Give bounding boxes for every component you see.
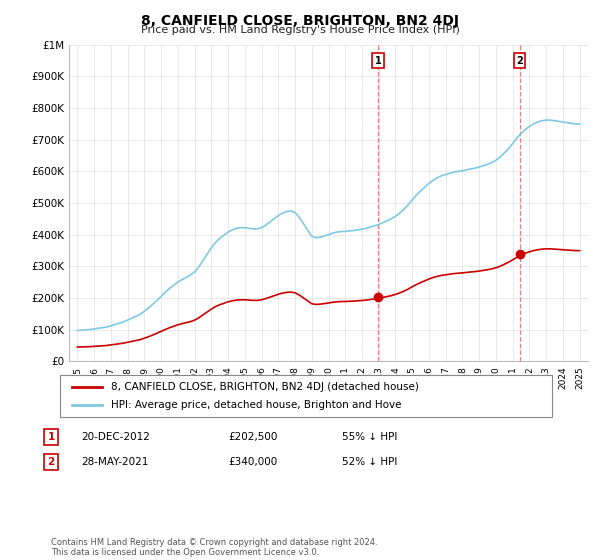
Text: £202,500: £202,500 [228, 432, 277, 442]
Text: 1: 1 [47, 432, 55, 442]
Text: 2: 2 [516, 56, 523, 66]
Text: Price paid vs. HM Land Registry's House Price Index (HPI): Price paid vs. HM Land Registry's House … [140, 25, 460, 35]
Text: 2: 2 [47, 457, 55, 467]
Text: 20-DEC-2012: 20-DEC-2012 [81, 432, 150, 442]
Text: HPI: Average price, detached house, Brighton and Hove: HPI: Average price, detached house, Brig… [111, 400, 401, 410]
Text: 52% ↓ HPI: 52% ↓ HPI [342, 457, 397, 467]
Text: 8, CANFIELD CLOSE, BRIGHTON, BN2 4DJ (detached house): 8, CANFIELD CLOSE, BRIGHTON, BN2 4DJ (de… [111, 382, 419, 392]
Text: 28-MAY-2021: 28-MAY-2021 [81, 457, 148, 467]
Text: £340,000: £340,000 [228, 457, 277, 467]
Text: 1: 1 [375, 56, 382, 66]
Text: 55% ↓ HPI: 55% ↓ HPI [342, 432, 397, 442]
Text: Contains HM Land Registry data © Crown copyright and database right 2024.
This d: Contains HM Land Registry data © Crown c… [51, 538, 377, 557]
Text: 8, CANFIELD CLOSE, BRIGHTON, BN2 4DJ: 8, CANFIELD CLOSE, BRIGHTON, BN2 4DJ [141, 14, 459, 28]
